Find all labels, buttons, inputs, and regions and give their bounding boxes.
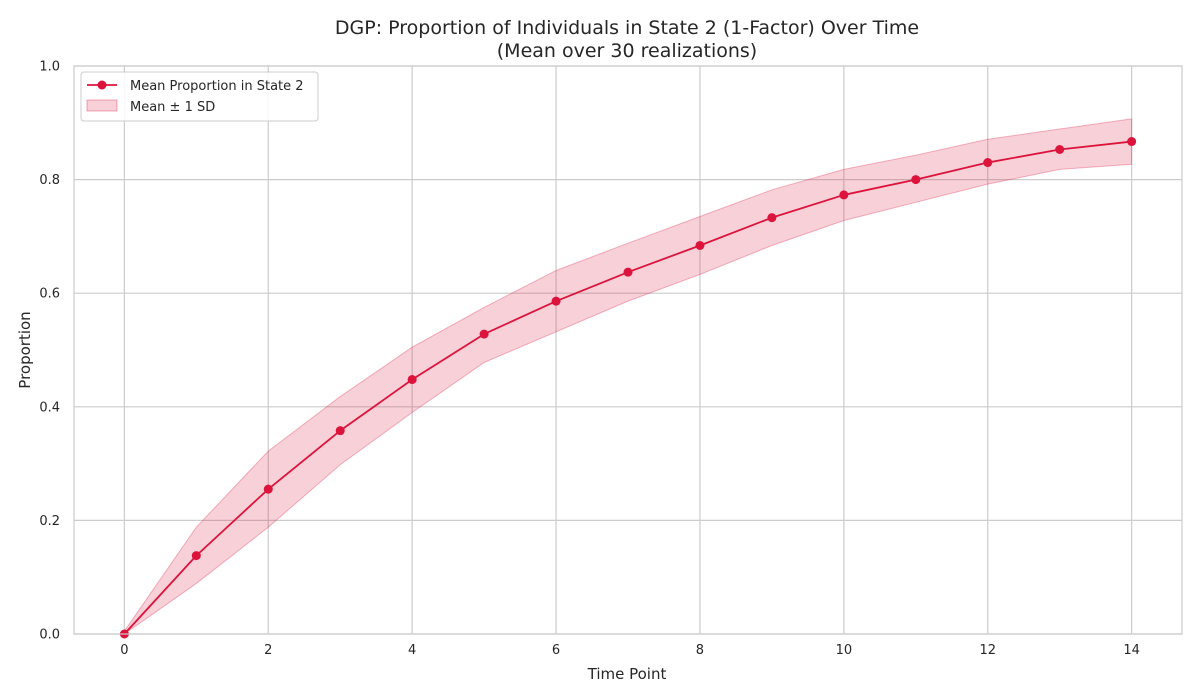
x-tick-label: 6 [552, 643, 560, 658]
legend: Mean Proportion in State 2 Mean ± 1 SD [80, 71, 319, 122]
data-point [839, 190, 849, 200]
x-tick-label: 4 [408, 643, 416, 658]
sd-band-layer [123, 118, 1133, 635]
plot-area [73, 65, 1183, 639]
x-tick-label: 8 [696, 643, 704, 658]
data-point [479, 329, 489, 339]
x-tick-label: 14 [1123, 643, 1140, 658]
data-point [767, 213, 777, 223]
x-axis-ticks: 0 2 4 6 8 10 12 14 [120, 643, 1140, 658]
legend-marker-swatch [97, 80, 107, 90]
legend-label-band: Mean ± 1 SD [130, 100, 215, 115]
sd-band [123, 118, 1133, 635]
data-point [983, 158, 993, 168]
x-tick-label: 10 [836, 643, 853, 658]
data-point [407, 375, 417, 385]
data-point [191, 551, 201, 561]
data-point [551, 296, 561, 306]
data-point [695, 240, 705, 250]
plot-frame [73, 65, 1183, 635]
y-tick-label: 0.2 [39, 514, 60, 529]
data-point [263, 484, 273, 494]
data-point [623, 267, 633, 277]
y-axis-ticks: 0.0 0.2 0.4 0.6 0.8 1.0 [39, 60, 60, 643]
legend-band-swatch [86, 99, 118, 112]
x-axis-label: Time Point [587, 665, 667, 683]
y-tick-label: 0.4 [39, 400, 60, 415]
x-tick-label: 2 [264, 643, 272, 658]
y-tick-label: 1.0 [39, 60, 60, 75]
y-tick-label: 0.6 [39, 287, 60, 302]
data-point [335, 426, 345, 436]
series-layer [119, 137, 1137, 639]
x-tick-label: 0 [120, 643, 128, 658]
chart-title: DGP: Proportion of Individuals in State … [335, 17, 919, 39]
y-tick-label: 0.0 [39, 628, 60, 643]
legend-box [80, 71, 319, 122]
legend-label-mean: Mean Proportion in State 2 [130, 79, 304, 94]
chart-subtitle: (Mean over 30 realizations) [497, 40, 757, 62]
data-point [911, 175, 921, 185]
x-tick-label: 12 [979, 643, 996, 658]
data-point [1055, 144, 1065, 154]
y-tick-label: 0.8 [39, 173, 60, 188]
grid-lines [74, 65, 1182, 635]
y-axis-label: Proportion [16, 311, 34, 388]
data-point [1127, 137, 1137, 147]
